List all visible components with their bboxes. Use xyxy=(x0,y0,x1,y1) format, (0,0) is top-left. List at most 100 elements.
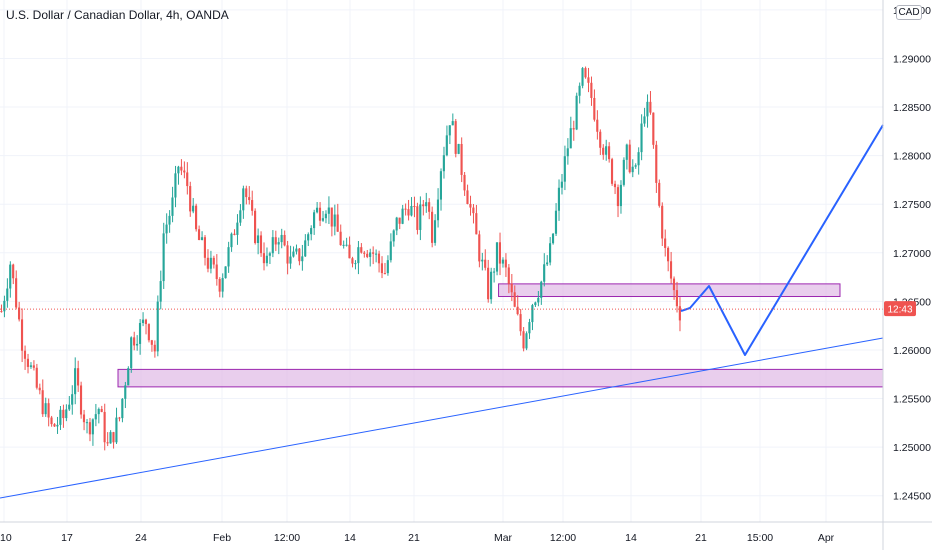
candle xyxy=(525,331,528,351)
candle xyxy=(661,202,664,246)
candle xyxy=(307,232,310,247)
candle-body xyxy=(563,156,566,182)
candle-body xyxy=(637,152,640,166)
current-price-badge[interactable] xyxy=(884,301,916,317)
candle xyxy=(593,89,596,122)
candle xyxy=(195,203,198,232)
candle-body xyxy=(575,95,578,130)
candle xyxy=(103,403,106,451)
candle-body xyxy=(3,300,6,312)
candle xyxy=(628,139,631,174)
candle-body xyxy=(174,173,177,198)
candle-body xyxy=(150,340,153,345)
candle-body xyxy=(404,208,407,210)
candle xyxy=(442,146,445,179)
candle-body xyxy=(481,259,484,262)
candle-body xyxy=(115,417,118,443)
y-tick-label: 1.27500 xyxy=(893,199,931,211)
projection-path[interactable] xyxy=(680,124,884,356)
candle-body xyxy=(622,159,625,185)
lower-zone-rect[interactable] xyxy=(117,368,884,388)
x-tick-label: Apr xyxy=(818,532,835,544)
candle xyxy=(280,228,283,249)
candle xyxy=(672,276,676,300)
candle-body xyxy=(436,199,440,221)
candle xyxy=(454,118,457,158)
candle-body xyxy=(596,119,599,132)
candle-body xyxy=(180,166,183,171)
candle-body xyxy=(94,414,97,420)
candle xyxy=(318,202,322,227)
candle xyxy=(646,94,649,128)
candle-body xyxy=(534,302,537,306)
candle xyxy=(457,143,460,155)
candle-body xyxy=(65,409,68,419)
currency-badge[interactable]: CAD xyxy=(896,5,922,20)
x-tick-label: 10 xyxy=(0,532,12,544)
grid-lines xyxy=(0,0,883,522)
candle-body xyxy=(159,281,162,302)
candle xyxy=(436,188,440,228)
candle-body xyxy=(492,271,496,273)
candle-body xyxy=(557,187,560,211)
candle xyxy=(133,331,136,351)
x-tick-label: Mar xyxy=(494,532,513,544)
candle-body xyxy=(504,259,507,268)
candle-body xyxy=(431,211,434,243)
candle xyxy=(416,202,419,235)
candle xyxy=(369,248,372,267)
candle xyxy=(109,430,112,444)
candle xyxy=(127,366,130,386)
candle xyxy=(327,196,330,224)
candle-body xyxy=(245,188,248,198)
candle-body xyxy=(658,182,661,206)
candle-body xyxy=(0,311,3,313)
x-tick-label: Feb xyxy=(213,532,231,544)
candle xyxy=(321,210,324,222)
candle xyxy=(658,179,661,208)
candle-body xyxy=(625,144,628,160)
candle-body xyxy=(398,217,401,224)
candle-body xyxy=(528,322,531,334)
y-tick-label: 1.24500 xyxy=(893,491,931,503)
candle xyxy=(121,398,124,423)
candle xyxy=(407,199,410,221)
candle-body xyxy=(218,279,221,292)
candle xyxy=(209,250,212,274)
candle-body xyxy=(587,77,590,83)
candle xyxy=(374,249,378,263)
candle xyxy=(53,423,56,427)
candle xyxy=(640,114,643,161)
candle-body xyxy=(422,204,425,207)
candle xyxy=(472,204,475,224)
candle-body xyxy=(336,214,339,232)
candle xyxy=(227,241,230,273)
candle xyxy=(3,295,6,318)
candle-body xyxy=(652,112,655,145)
candle-body xyxy=(366,253,369,257)
candle xyxy=(106,432,109,447)
candle xyxy=(239,204,242,226)
candle xyxy=(310,225,313,241)
candle xyxy=(230,232,233,252)
candle-body xyxy=(35,367,38,388)
candle xyxy=(469,195,472,216)
candle xyxy=(147,323,150,343)
candle xyxy=(608,142,611,163)
candle-body xyxy=(546,262,549,265)
candle xyxy=(490,267,493,304)
candle-body xyxy=(599,131,602,148)
candle xyxy=(254,208,257,245)
upper-zone-rect[interactable] xyxy=(498,283,841,298)
candle-body xyxy=(227,247,230,267)
candle xyxy=(206,249,209,273)
candle xyxy=(292,246,295,258)
candle-body xyxy=(168,215,171,225)
ascending-trendline[interactable] xyxy=(0,337,884,499)
candle-body xyxy=(224,266,227,279)
candle-body xyxy=(490,271,493,300)
candle xyxy=(268,251,271,264)
candle-body xyxy=(147,324,150,341)
